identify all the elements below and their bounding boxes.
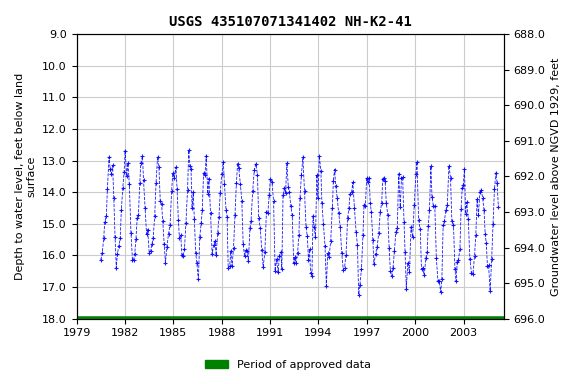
Y-axis label: Groundwater level above NGVD 1929, feet: Groundwater level above NGVD 1929, feet <box>551 57 561 296</box>
Legend: Period of approved data: Period of approved data <box>201 356 375 375</box>
Y-axis label: Depth to water level, feet below land
surface: Depth to water level, feet below land su… <box>15 73 37 280</box>
Title: USGS 435107071341402 NH-K2-41: USGS 435107071341402 NH-K2-41 <box>169 15 412 29</box>
